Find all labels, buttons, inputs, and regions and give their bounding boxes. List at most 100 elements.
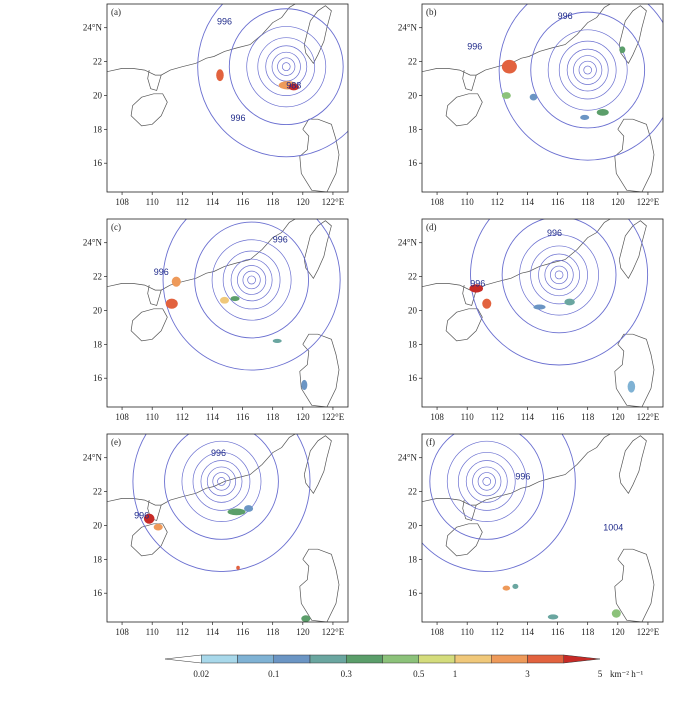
colorbar-tick-label: 0.02 xyxy=(193,669,209,679)
y-tick-label: 22 xyxy=(93,272,102,282)
map-panel: 996 988 996 (a) 108 110 112 114 116 118 120 122°E 24… xyxy=(83,3,349,207)
echo-patch xyxy=(501,92,511,99)
colorbar-swatch xyxy=(527,654,564,664)
coastline xyxy=(107,219,296,291)
isobar xyxy=(200,460,243,503)
y-tick-label: 20 xyxy=(408,305,418,315)
colorbar-tick-label: 1 xyxy=(453,669,458,679)
panels-group: 996 988 996 (a) 108 110 112 114 116 118 120 122°E 24… xyxy=(83,3,664,637)
x-tick-label: 118 xyxy=(581,412,595,422)
y-tick-label: 18 xyxy=(93,554,103,564)
x-tick-label: 108 xyxy=(430,412,444,422)
coastline xyxy=(303,220,332,279)
map-panel: 996 996 (e) 108 110 112 114 116 118 120 122°E 24°N 2… xyxy=(83,433,349,637)
echo-patch xyxy=(301,379,308,391)
y-tick-label: 18 xyxy=(408,124,418,134)
map-content xyxy=(107,4,348,192)
x-tick-label: 114 xyxy=(206,412,220,422)
isobar-label: 996 xyxy=(231,113,246,123)
y-tick-label: 24°N xyxy=(83,238,103,248)
coastline xyxy=(462,500,477,521)
echo-patch xyxy=(619,46,626,54)
x-tick-label: 122°E xyxy=(637,627,660,637)
isobar xyxy=(544,260,574,290)
y-tick-label: 18 xyxy=(93,339,103,349)
colorbar-unit: km⁻² h⁻¹ xyxy=(610,669,643,679)
isobar-label: 1004 xyxy=(603,523,623,533)
x-tick-label: 110 xyxy=(146,197,160,207)
isobar xyxy=(558,40,617,100)
x-tick-label: 112 xyxy=(176,197,189,207)
isobar xyxy=(192,452,251,511)
panel-frame xyxy=(106,218,349,408)
isobar xyxy=(257,37,316,96)
isobar-label: 996 xyxy=(154,267,169,277)
x-tick-label: 122°E xyxy=(322,197,345,207)
x-tick-label: 114 xyxy=(206,627,220,637)
coastline xyxy=(299,548,340,622)
coastline xyxy=(130,308,168,342)
colorbar-swatch xyxy=(382,654,419,664)
x-tick-label: 110 xyxy=(461,197,475,207)
y-tick-label: 20 xyxy=(93,90,103,100)
x-tick-label: 120 xyxy=(296,412,310,422)
isobar xyxy=(237,265,267,295)
x-tick-label: 112 xyxy=(491,197,504,207)
x-tick-label: 116 xyxy=(551,197,565,207)
coastline xyxy=(303,435,332,494)
colorbar-tick-label: 0.5 xyxy=(413,669,425,679)
coastline xyxy=(618,220,647,279)
y-tick-label: 22 xyxy=(93,57,102,67)
echo-patch xyxy=(547,614,559,620)
colorbar-tick-label: 5 xyxy=(598,669,603,679)
y-tick-label: 18 xyxy=(408,339,418,349)
map-content xyxy=(422,434,655,622)
coastline xyxy=(147,285,162,306)
coastline xyxy=(445,308,483,342)
panel-frame xyxy=(421,433,664,623)
x-tick-label: 114 xyxy=(521,412,535,422)
y-tick-label: 22 xyxy=(408,487,417,497)
isobar xyxy=(554,270,564,280)
map-panel: 996 996 (d) 108 110 112 114 116 118 120 122°E 24°N 2… xyxy=(398,218,664,422)
x-tick-label: 108 xyxy=(115,197,129,207)
colorbar-swatch xyxy=(273,654,311,664)
echo-patch xyxy=(469,284,484,293)
coastline xyxy=(130,93,168,127)
isobar xyxy=(538,253,580,297)
isobar xyxy=(457,452,516,511)
x-tick-label: 110 xyxy=(461,627,475,637)
y-tick-label: 24°N xyxy=(398,238,418,248)
map-content xyxy=(422,219,655,407)
map-panel: 996 996 (c) 108 110 112 114 116 118 120 122°E 24°N 2… xyxy=(83,218,349,422)
panel-label: (d) xyxy=(426,222,437,232)
x-tick-label: 120 xyxy=(611,412,625,422)
coastline xyxy=(614,333,655,407)
isobar-label: 996 xyxy=(470,279,485,289)
y-tick-label: 24°N xyxy=(398,453,418,463)
echo-patch xyxy=(533,304,546,310)
x-tick-label: 112 xyxy=(491,412,504,422)
x-tick-label: 110 xyxy=(146,412,160,422)
echo-patch xyxy=(230,296,240,302)
y-tick-label: 22 xyxy=(408,272,417,282)
x-tick-label: 114 xyxy=(206,197,220,207)
x-tick-label: 122°E xyxy=(322,627,345,637)
isobar-label: 996 xyxy=(558,11,573,21)
isobar xyxy=(578,60,597,80)
colorbar-tick-label: 0.3 xyxy=(341,669,353,679)
isobar xyxy=(162,219,341,371)
x-tick-label: 122°E xyxy=(637,197,660,207)
panel-label: (f) xyxy=(426,437,435,447)
isobar xyxy=(566,48,609,92)
coastline xyxy=(445,93,483,127)
x-tick-label: 118 xyxy=(266,197,280,207)
panel-label: (b) xyxy=(426,7,437,17)
x-tick-label: 118 xyxy=(581,197,595,207)
isobar-label: 988 xyxy=(286,81,301,91)
echo-patch xyxy=(512,583,519,589)
y-tick-label: 24°N xyxy=(398,23,418,33)
colorbar: 0.02 0.1 0.3 0.5 1 3 5 km⁻² h⁻¹ xyxy=(164,654,643,679)
echo-patch xyxy=(288,83,300,91)
x-tick-label: 120 xyxy=(611,627,625,637)
